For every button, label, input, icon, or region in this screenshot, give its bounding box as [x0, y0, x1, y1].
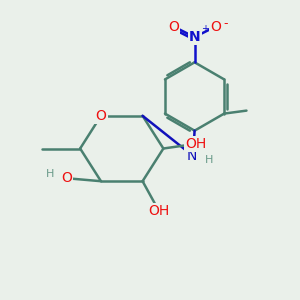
Text: -: -	[224, 17, 228, 30]
Text: O: O	[95, 109, 106, 123]
Text: N: N	[189, 30, 200, 44]
Text: O: O	[168, 20, 179, 34]
Text: N: N	[186, 149, 197, 163]
Text: H: H	[46, 169, 54, 179]
Text: +: +	[201, 24, 209, 34]
Text: OH: OH	[185, 137, 207, 151]
Text: O: O	[61, 171, 72, 185]
Text: OH: OH	[148, 204, 169, 218]
Text: O: O	[210, 20, 221, 34]
Text: H: H	[204, 154, 213, 164]
